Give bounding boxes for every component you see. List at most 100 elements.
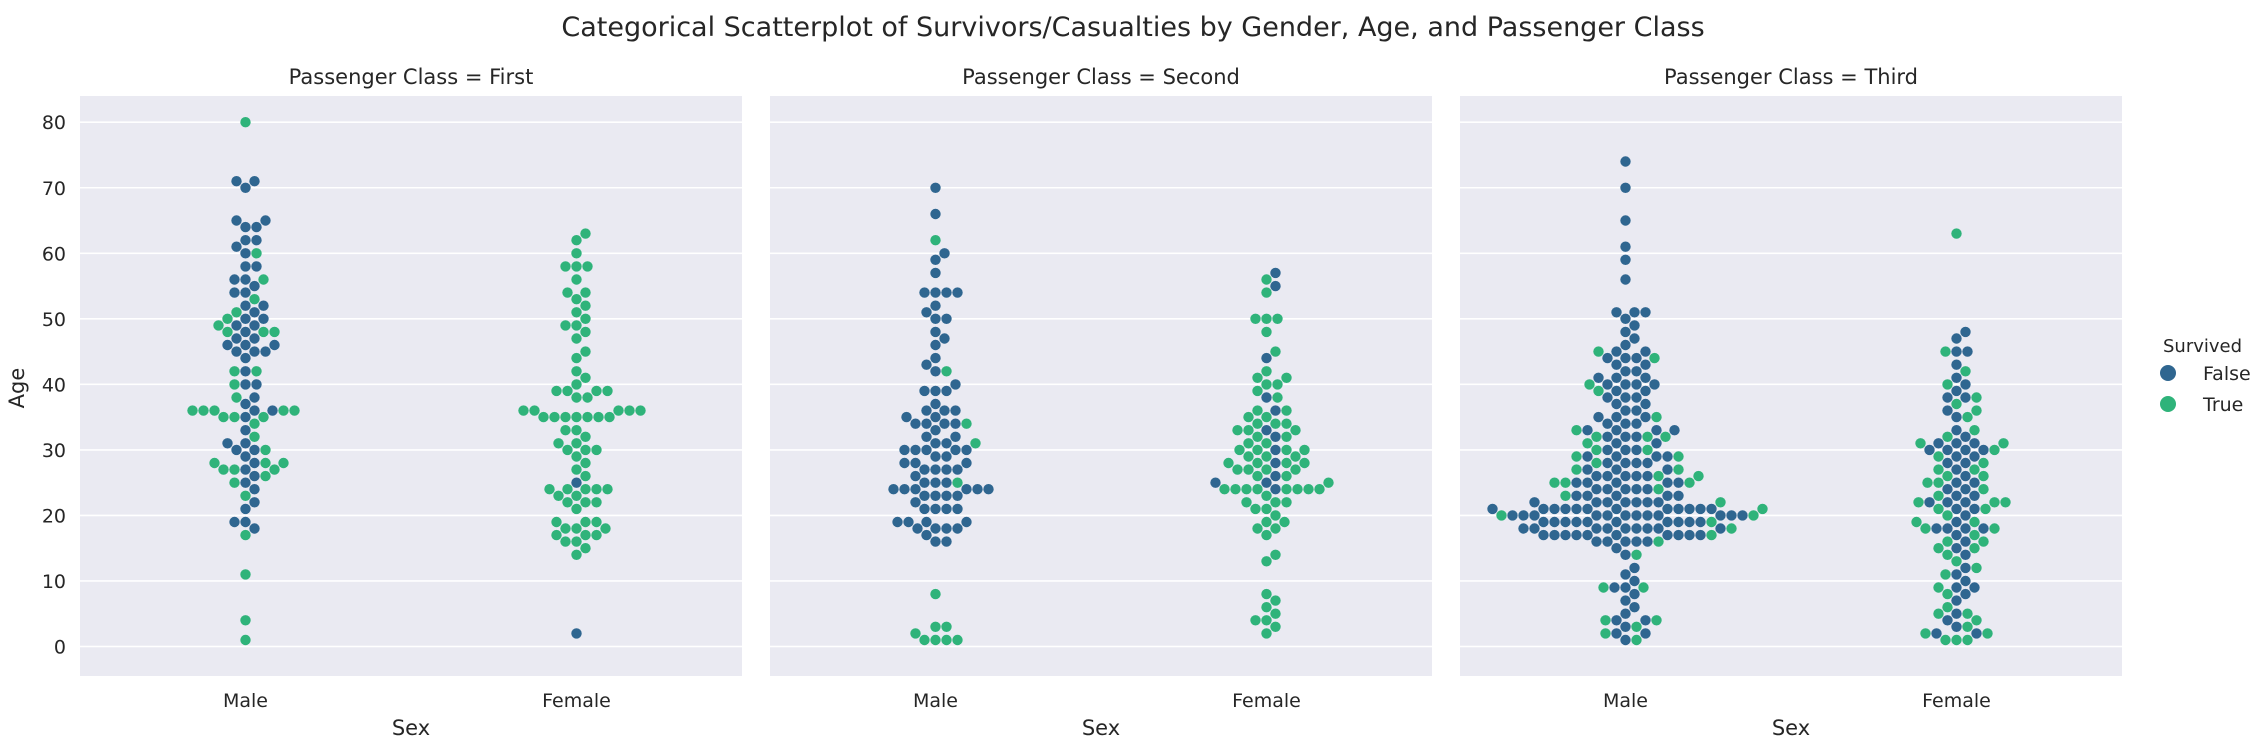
data-point-casualty (1960, 523, 1971, 534)
data-point-casualty (1960, 470, 1971, 482)
data-point-survived (1989, 497, 2000, 508)
data-point-survived (1593, 346, 1604, 357)
data-point-survived (1922, 477, 1933, 488)
data-point-casualty (1602, 379, 1613, 390)
data-point-survived (229, 464, 240, 475)
data-point-casualty (941, 385, 952, 397)
data-point-survived (930, 621, 941, 632)
legend-title: Survived (2163, 336, 2242, 357)
data-point-casualty (1715, 523, 1726, 534)
data-point-casualty (1969, 451, 1980, 462)
data-point-casualty (910, 470, 921, 482)
data-point-survived (1252, 484, 1263, 495)
data-point-survived (1951, 398, 1962, 410)
data-point-casualty (1951, 451, 1962, 462)
data-point-casualty (1951, 543, 1962, 554)
data-point-survived (1940, 569, 1951, 580)
data-point-casualty (1715, 510, 1726, 521)
data-point-survived (571, 333, 582, 344)
data-point-casualty (1529, 523, 1540, 534)
data-point-casualty (930, 477, 941, 488)
legend-marker-false (2160, 365, 2176, 381)
data-point-casualty (1924, 444, 1935, 456)
data-point-survived (571, 536, 582, 547)
data-point-casualty (1631, 484, 1642, 495)
data-point-casualty (1631, 470, 1642, 482)
data-point-casualty (1960, 379, 1971, 390)
figure-title: Categorical Scatterplot of Survivors/Cas… (561, 12, 1704, 43)
data-point-survived (1261, 628, 1272, 639)
data-point-casualty (1620, 326, 1631, 338)
data-point-casualty (249, 392, 260, 403)
y-tick-label: 60 (42, 243, 66, 265)
data-point-casualty (919, 287, 930, 298)
data-point-casualty (1642, 470, 1653, 482)
data-point-casualty (1960, 457, 1971, 469)
data-point-survived (580, 470, 591, 482)
data-point-survived (1250, 503, 1261, 515)
data-point-casualty (1673, 490, 1684, 501)
data-point-survived (1631, 549, 1642, 560)
data-point-survived (1960, 366, 1971, 377)
data-point-casualty (910, 444, 921, 456)
data-point-survived (1571, 451, 1582, 462)
data-point-casualty (1611, 425, 1622, 436)
data-point-casualty (1560, 503, 1571, 515)
data-point-survived (1631, 621, 1642, 632)
data-point-survived (260, 444, 271, 456)
data-point-survived (1706, 516, 1717, 528)
data-point-casualty (1684, 529, 1695, 541)
legend-label-true: True (2202, 394, 2243, 416)
data-point-casualty (1487, 503, 1498, 515)
data-point-casualty (1951, 333, 1962, 344)
data-point-survived (970, 438, 981, 449)
data-point-survived (1290, 451, 1301, 462)
data-point-casualty (1602, 523, 1613, 534)
data-point-casualty (1942, 484, 1953, 495)
data-point-casualty (1611, 307, 1622, 318)
data-point-casualty (952, 490, 963, 501)
data-point-casualty (952, 503, 963, 515)
data-point-survived (1232, 425, 1243, 436)
data-point-survived (1261, 490, 1272, 501)
data-point-survived (1942, 431, 1953, 442)
data-point-casualty (1620, 536, 1631, 547)
data-point-survived (1951, 634, 1962, 646)
data-point-survived (1270, 510, 1281, 521)
data-point-survived (1261, 602, 1272, 613)
data-point-survived (1653, 470, 1664, 482)
data-point-survived (1243, 438, 1254, 449)
data-point-survived (1241, 484, 1252, 495)
data-point-survived (1978, 470, 1989, 482)
data-point-survived (1726, 523, 1737, 534)
data-point-casualty (1602, 470, 1613, 482)
data-point-casualty (950, 405, 961, 416)
data-point-casualty (240, 425, 251, 436)
data-point-survived (1252, 405, 1263, 416)
data-point-casualty (1631, 510, 1642, 521)
data-point-casualty (1969, 438, 1980, 449)
data-point-casualty (1270, 280, 1281, 292)
data-point-survived (1292, 484, 1303, 495)
data-point-casualty (1673, 529, 1684, 541)
y-tick-label: 40 (42, 374, 66, 396)
data-point-casualty (1962, 346, 1973, 357)
data-point-casualty (1653, 510, 1664, 521)
data-point-casualty (1631, 497, 1642, 508)
data-point-casualty (941, 287, 952, 298)
data-point-survived (1933, 543, 1944, 554)
data-point-survived (562, 287, 573, 298)
data-point-casualty (1611, 359, 1622, 370)
data-point-survived (198, 405, 209, 416)
data-point-casualty (1602, 510, 1613, 521)
data-point-survived (602, 385, 613, 397)
data-point-casualty (1620, 156, 1631, 167)
data-point-casualty (1951, 529, 1962, 541)
data-point-casualty (1593, 372, 1604, 383)
data-point-survived (591, 444, 602, 456)
data-point-casualty (1261, 352, 1272, 364)
data-point-casualty (1591, 510, 1602, 521)
data-point-casualty (229, 287, 240, 298)
data-point-survived (941, 621, 952, 632)
data-point-casualty (1620, 444, 1631, 456)
